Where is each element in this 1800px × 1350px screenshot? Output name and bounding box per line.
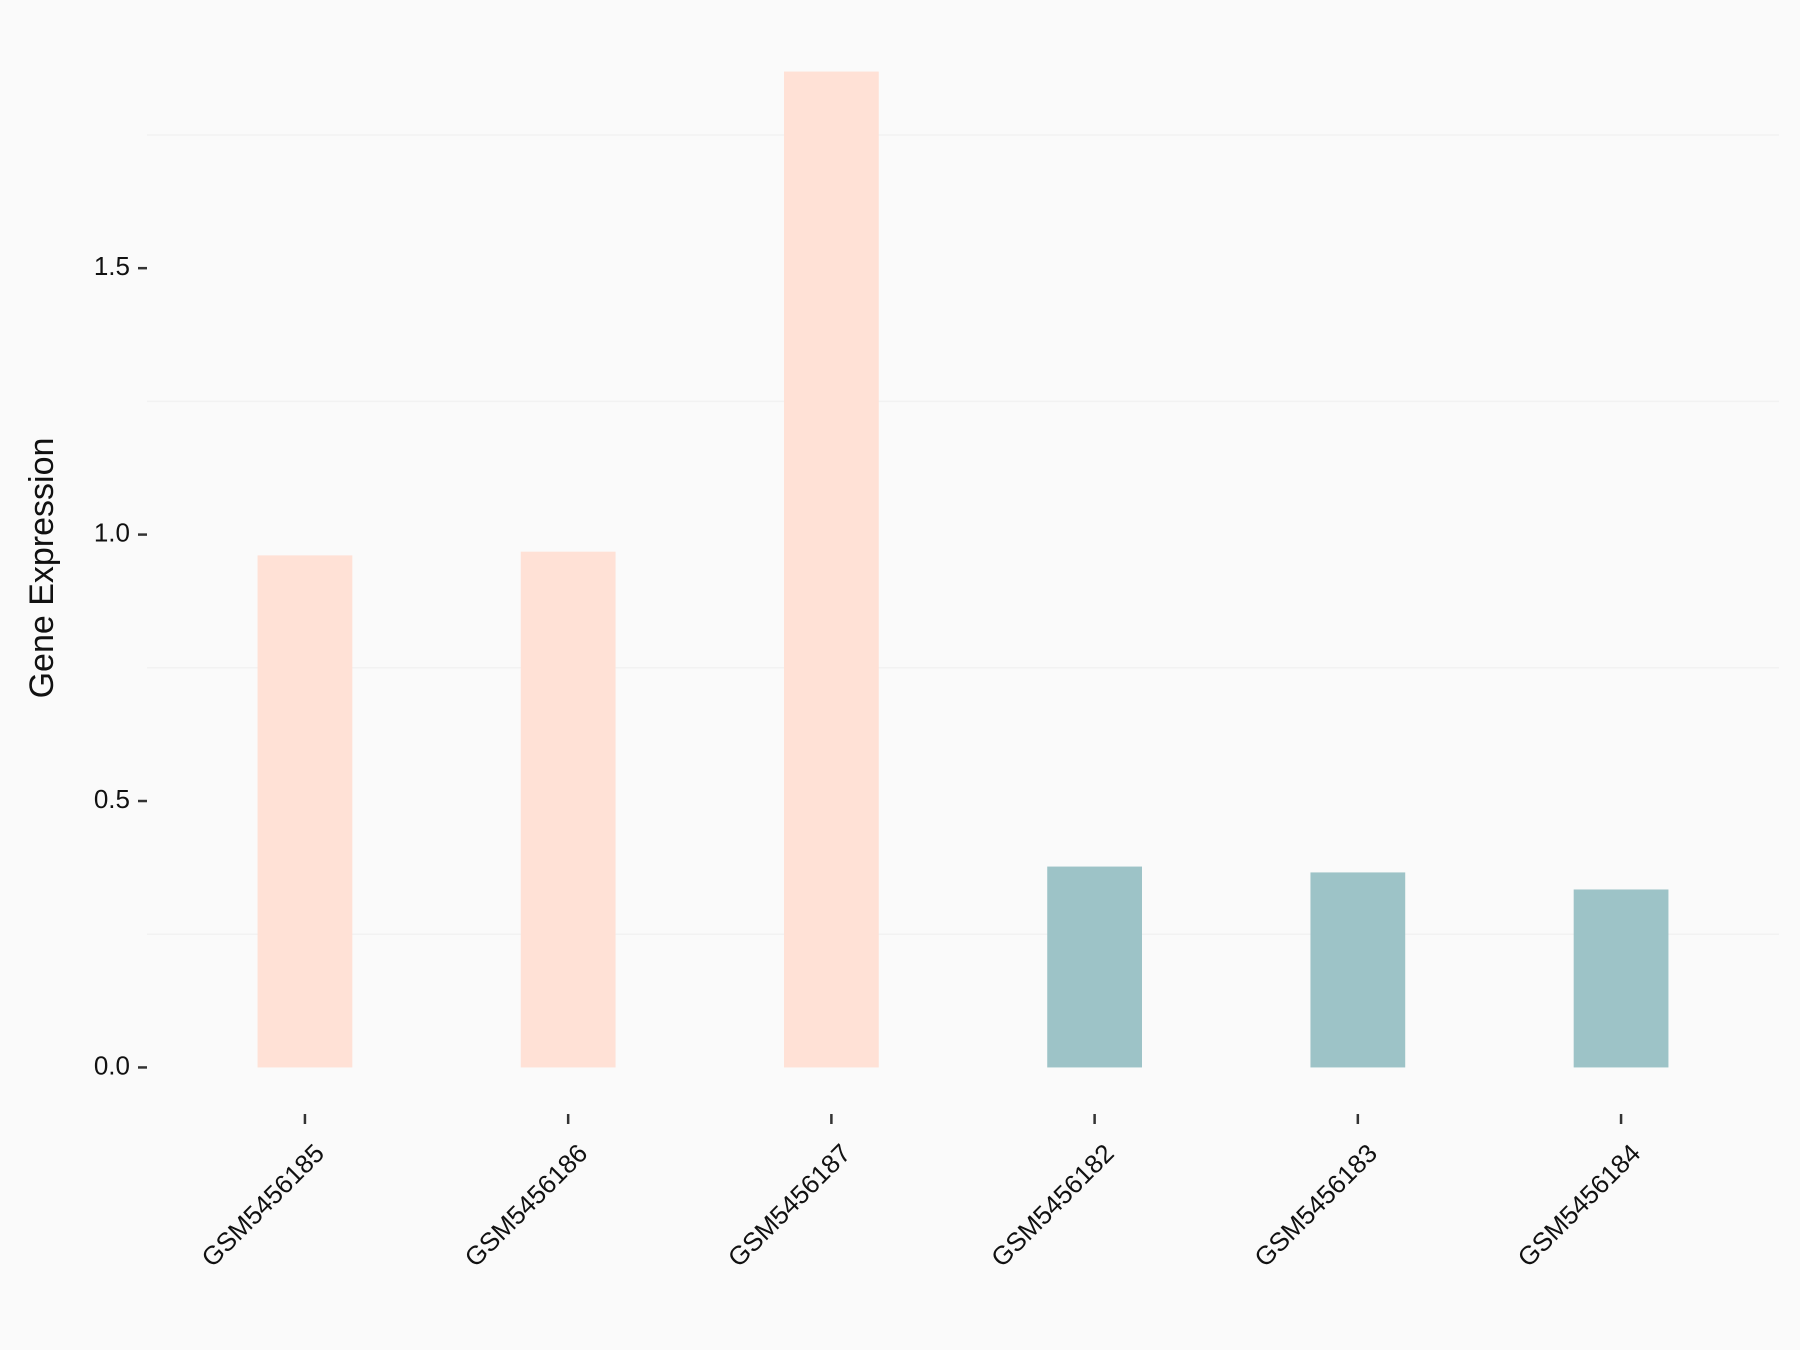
bar: [257, 555, 353, 1068]
bar: [520, 551, 616, 1068]
y-tick-label: 0.5: [94, 784, 130, 814]
y-tick-label: 1.0: [94, 517, 130, 547]
bar: [1573, 889, 1669, 1068]
bar: [1047, 866, 1142, 1068]
y-tick-label: 0.0: [94, 1050, 130, 1080]
y-axis-title: Gene Expression: [23, 438, 61, 699]
bar: [1310, 872, 1406, 1068]
bar: [784, 71, 879, 1068]
y-tick-label: 1.5: [94, 251, 130, 281]
